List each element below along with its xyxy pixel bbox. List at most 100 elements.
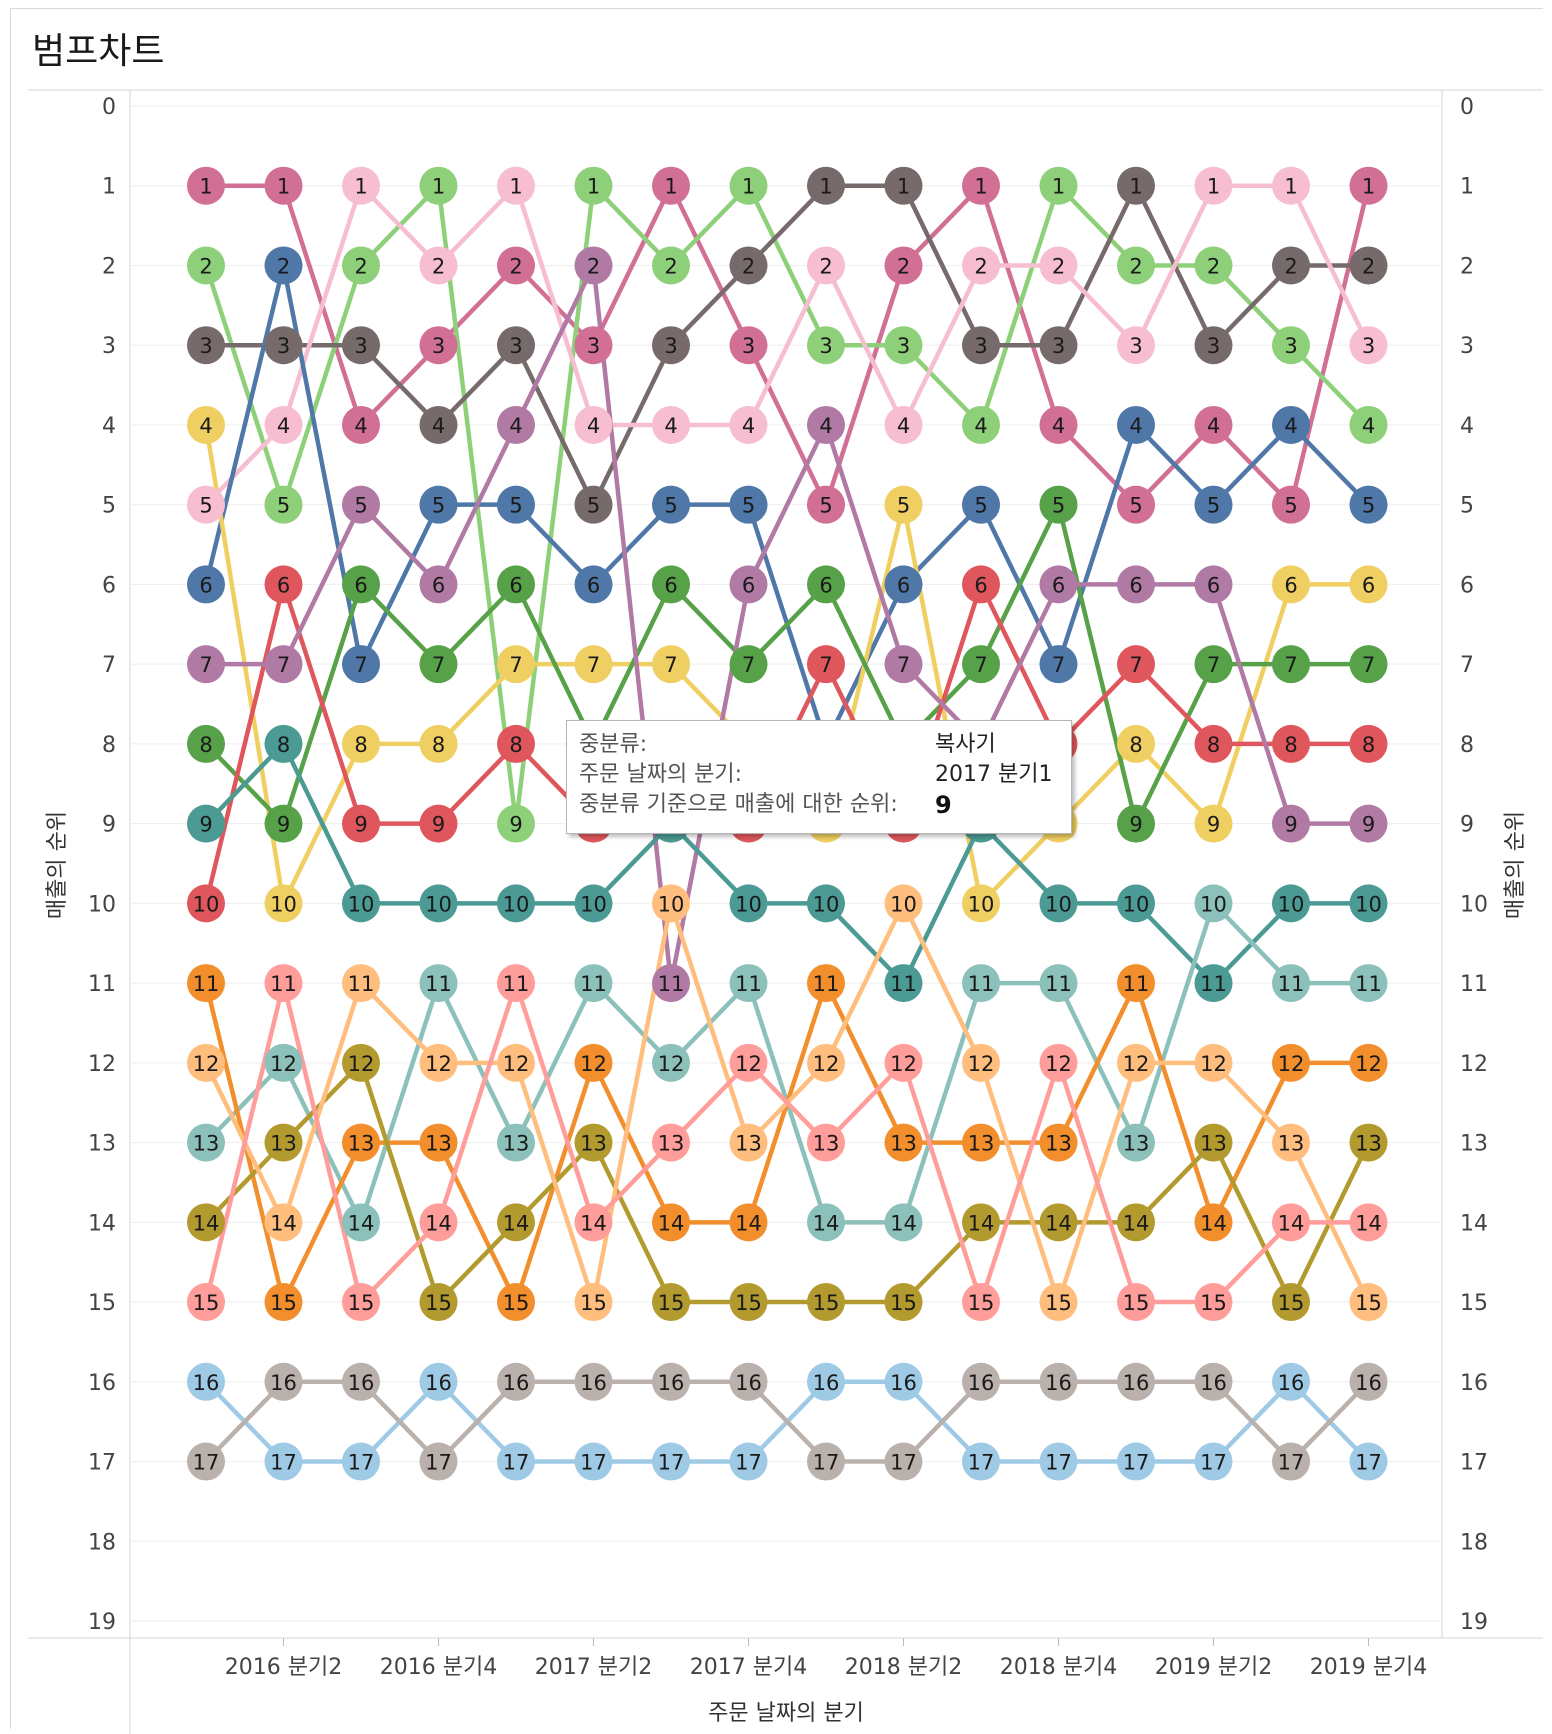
series-point[interactable] [187,964,225,1003]
series-point[interactable] [1117,645,1155,684]
series-point[interactable] [342,645,380,684]
series-point[interactable] [807,1362,845,1401]
series-point[interactable] [884,1283,923,1322]
series-point[interactable] [884,1123,923,1162]
series-point[interactable] [652,1283,690,1322]
series-point[interactable] [1117,246,1155,285]
series-point[interactable] [807,1043,845,1082]
series-point[interactable] [1272,565,1310,604]
series-point[interactable] [264,405,303,444]
series-point[interactable] [187,884,225,923]
series-point[interactable] [264,326,303,365]
series-point[interactable] [342,964,380,1003]
series-point[interactable] [729,645,768,684]
series-point[interactable] [574,565,613,604]
series-point[interactable] [1349,405,1388,444]
series-point[interactable] [1194,645,1233,684]
series-point[interactable] [187,246,225,285]
series-point[interactable] [264,1442,303,1481]
series-point[interactable] [807,1123,845,1162]
series-point[interactable] [497,724,535,763]
series-point[interactable] [807,964,845,1003]
series-point[interactable] [1117,1442,1155,1481]
series-point[interactable] [497,1442,535,1481]
series-point[interactable] [1117,1362,1155,1401]
series-point[interactable] [342,1043,380,1082]
series-point[interactable] [652,964,690,1003]
series-point[interactable] [1039,246,1078,285]
series-point[interactable] [419,1442,458,1481]
series-point[interactable] [342,1442,380,1481]
series-point[interactable] [264,246,303,285]
series-point[interactable] [729,1123,768,1162]
series-point[interactable] [574,246,613,285]
series-point[interactable] [1349,645,1388,684]
series-point[interactable] [1117,804,1155,843]
series-point[interactable] [187,1362,225,1401]
series-point[interactable] [342,1362,380,1401]
series-point[interactable] [1194,1442,1233,1481]
series-point[interactable] [574,1283,613,1322]
series-point[interactable] [1039,964,1078,1003]
series-point[interactable] [1039,645,1078,684]
series-point[interactable] [807,645,845,684]
series-point[interactable] [342,884,380,923]
series-point[interactable] [729,1442,768,1481]
series-point[interactable] [342,326,380,365]
series-point[interactable] [419,884,458,923]
series-point[interactable] [1117,1283,1155,1322]
series-line-G[interactable] [204,502,1369,826]
series-point[interactable] [1272,326,1310,365]
series-point[interactable] [342,1283,380,1322]
series-point[interactable] [1117,326,1155,365]
series-point[interactable] [729,485,768,524]
series-point[interactable] [574,964,613,1003]
series-point[interactable] [1349,1362,1388,1401]
series-point[interactable] [807,1442,845,1481]
series-point[interactable] [264,1123,303,1162]
series-line-J[interactable] [204,741,1369,986]
series-point[interactable] [419,326,458,365]
series-point[interactable] [1117,724,1155,763]
series-point[interactable] [807,166,845,205]
series-point[interactable] [1272,246,1310,285]
series-point[interactable] [342,804,380,843]
series-point[interactable] [1039,405,1078,444]
series-point[interactable] [962,405,1000,444]
series-point[interactable] [962,166,1000,205]
series-point[interactable] [1194,804,1233,843]
series-point[interactable] [342,246,380,285]
series-point[interactable] [1349,1203,1388,1242]
series-point[interactable] [652,1203,690,1242]
series-point[interactable] [962,645,1000,684]
series-point[interactable] [187,405,225,444]
series-point[interactable] [1039,485,1078,524]
series-point[interactable] [1349,565,1388,604]
series-point[interactable] [574,1123,613,1162]
series-point[interactable] [187,1442,225,1481]
series-point[interactable] [884,326,923,365]
series-point[interactable] [1117,166,1155,205]
series-point[interactable] [419,964,458,1003]
series-point[interactable] [1194,964,1233,1003]
series-point[interactable] [1194,1043,1233,1082]
series-point[interactable] [1117,1123,1155,1162]
series-point[interactable] [962,485,1000,524]
series-point[interactable] [264,1203,303,1242]
series-point[interactable] [342,565,380,604]
series-point[interactable] [652,1123,690,1162]
series-point[interactable] [419,246,458,285]
series-point[interactable] [1349,1123,1388,1162]
series-point[interactable] [1194,884,1233,923]
series-point[interactable] [729,1362,768,1401]
series-point[interactable] [729,565,768,604]
series-point[interactable] [652,1043,690,1082]
series-point[interactable] [884,964,923,1003]
series-point[interactable] [1194,405,1233,444]
series-point[interactable] [1272,804,1310,843]
series-point[interactable] [497,1043,535,1082]
series-point[interactable] [884,1203,923,1242]
series-point[interactable] [264,1283,303,1322]
series-line-I[interactable] [206,263,1369,986]
series-point[interactable] [574,1203,613,1242]
